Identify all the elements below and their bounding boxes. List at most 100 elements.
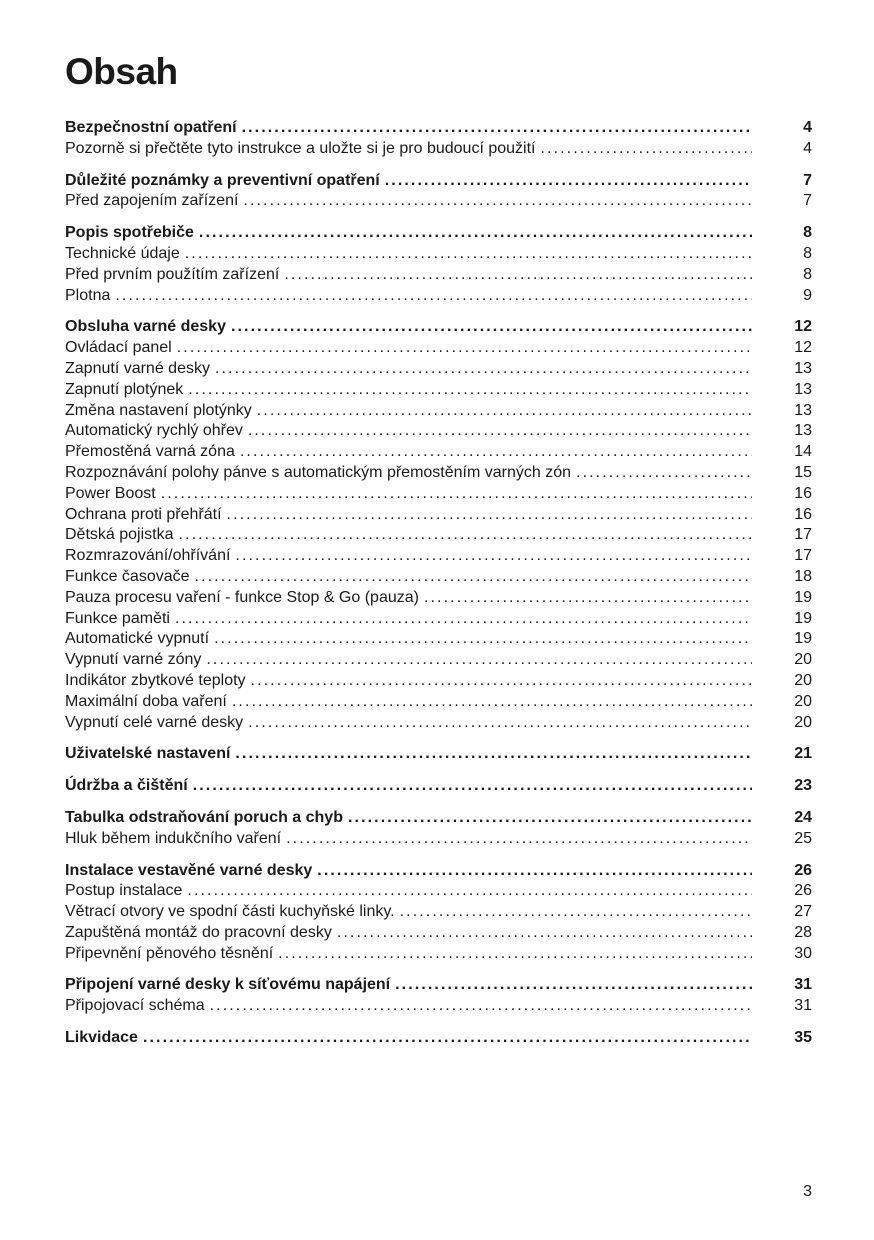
- toc-entry-page-number: 25: [794, 829, 812, 847]
- toc-row: Vypnutí celé varné desky 20: [65, 713, 812, 734]
- toc-entry-label: Vypnutí celé varné desky: [65, 713, 244, 731]
- toc-row: Před zapojením zařízení 7: [65, 191, 812, 212]
- toc-entry-label: Power Boost: [65, 484, 156, 502]
- toc-entry-label: Připevnění pěnového těsnění: [65, 944, 274, 962]
- toc-row: Zapnutí varné desky 13: [65, 359, 812, 380]
- toc-row: Změna nastavení plotýnky 13: [65, 401, 812, 422]
- toc-entry-page-number: 17: [794, 526, 812, 544]
- toc-entry-page-number: 20: [794, 713, 812, 731]
- toc-group: Připojení varné desky k síťovému napájen…: [65, 975, 812, 1017]
- toc-row: Přemostěná varná zóna 14: [65, 442, 812, 463]
- toc-entry-page-number: 17: [794, 547, 812, 565]
- toc-entry-label: Funkce časovače: [65, 567, 190, 585]
- toc-entry-label: Přemostěná varná zóna: [65, 443, 235, 461]
- toc-group: Likvidace 35: [65, 1028, 812, 1049]
- toc-entry-label: Připojení varné desky k síťovému napájen…: [65, 976, 391, 994]
- toc-dot-leader: [195, 567, 752, 588]
- toc-entry-page-number: 8: [803, 224, 812, 242]
- toc-entry-page-number: 21: [794, 745, 812, 763]
- toc-row: Indikátor zbytkové teploty 20: [65, 671, 812, 692]
- toc-entry-label: Plotna: [65, 286, 111, 304]
- toc-dot-leader: [210, 996, 752, 1017]
- toc-dot-leader: [199, 223, 752, 244]
- toc-entry-page-number: 12: [794, 318, 812, 336]
- toc-dot-leader: [161, 484, 752, 505]
- toc-row: Větrací otvory ve spodní části kuchyňské…: [65, 902, 812, 923]
- toc-entry-label: Ovládací panel: [65, 339, 172, 357]
- toc-entry-page-number: 20: [794, 671, 812, 689]
- toc-row: Zapnutí plotýnek 13: [65, 380, 812, 401]
- toc-dot-leader: [251, 671, 752, 692]
- toc-entry-page-number: 7: [803, 171, 812, 189]
- toc-row: Tabulka odstraňování poruch a chyb 24: [65, 808, 812, 829]
- toc-entry-page-number: 18: [794, 567, 812, 585]
- toc-dot-leader: [143, 1028, 752, 1049]
- toc-entry-page-number: 16: [794, 505, 812, 523]
- toc-row: Pauza procesu vaření - funkce Stop & Go …: [65, 588, 812, 609]
- toc-row: Ovládací panel 12: [65, 338, 812, 359]
- toc-entry-label: Pozorně si přečtěte tyto instrukce a ulo…: [65, 139, 536, 157]
- toc-group: Instalace vestavěné varné desky 26 Postu…: [65, 861, 812, 965]
- toc-entry-page-number: 31: [794, 976, 812, 994]
- toc-dot-leader: [214, 629, 752, 650]
- toc-row: Plotna 9: [65, 286, 812, 307]
- toc-entry-label: Pauza procesu vaření - funkce Stop & Go …: [65, 588, 419, 606]
- toc-dot-leader: [187, 881, 752, 902]
- toc-entry-label: Zapuštěná montáž do pracovní desky: [65, 923, 332, 941]
- toc-entry-page-number: 12: [794, 339, 812, 357]
- toc-entry-page-number: 20: [794, 692, 812, 710]
- toc-dot-leader: [188, 380, 752, 401]
- toc-dot-leader: [227, 505, 752, 526]
- toc-entry-label: Funkce paměti: [65, 609, 170, 627]
- toc-dot-leader: [278, 944, 752, 965]
- toc-row: Instalace vestavěné varné desky 26: [65, 861, 812, 882]
- toc-row: Postup instalace 26: [65, 881, 812, 902]
- toc-row: Rozmrazování/ohřívání 17: [65, 546, 812, 567]
- toc-group: Bezpečnostní opatření 4 Pozorně si přečt…: [65, 118, 812, 160]
- toc-group: Obsluha varné desky 12 Ovládací panel 12…: [65, 317, 812, 733]
- toc-group: Popis spotřebiče 8 Technické údaje 8 Pře…: [65, 223, 812, 306]
- toc-row: Údržba a čištění 23: [65, 776, 812, 797]
- toc-row: Dětská pojistka 17: [65, 525, 812, 546]
- toc-dot-leader: [232, 692, 752, 713]
- toc-entry-page-number: 9: [803, 286, 812, 304]
- toc-dot-leader: [424, 588, 752, 609]
- toc-entry-label: Větrací otvory ve spodní části kuchyňské…: [65, 903, 395, 921]
- toc-dot-leader: [395, 975, 752, 996]
- toc-entry-page-number: 26: [794, 861, 812, 879]
- toc-entry-page-number: 13: [794, 380, 812, 398]
- toc-entry-label: Hluk během indukčního vaření: [65, 829, 282, 847]
- toc-dot-leader: [193, 776, 752, 797]
- toc-entry-page-number: 28: [794, 923, 812, 941]
- toc-entry-label: Instalace vestavěné varné desky: [65, 861, 313, 879]
- toc-row: Důležité poznámky a preventivní opatření…: [65, 171, 812, 192]
- toc-dot-leader: [337, 923, 752, 944]
- toc-entry-label: Rozmrazování/ohřívání: [65, 547, 231, 565]
- toc-entry-page-number: 19: [794, 609, 812, 627]
- toc-entry-label: Ochrana proti přehřátí: [65, 505, 222, 523]
- toc-entry-page-number: 8: [803, 244, 812, 262]
- toc-entry-label: Uživatelské nastavení: [65, 745, 231, 763]
- toc-entry-label: Postup instalace: [65, 882, 183, 900]
- toc-row: Maximální doba vaření 20: [65, 692, 812, 713]
- toc-entry-page-number: 31: [794, 997, 812, 1015]
- toc-entry-page-number: 19: [794, 630, 812, 648]
- toc-row: Připojení varné desky k síťovému napájen…: [65, 975, 812, 996]
- toc-dot-leader: [177, 338, 752, 359]
- toc-entry-page-number: 27: [794, 903, 812, 921]
- toc-dot-leader: [540, 139, 752, 160]
- toc-row: Připojovací schéma 31: [65, 996, 812, 1017]
- toc-dot-leader: [235, 546, 752, 567]
- toc-row: Vypnutí varné zóny 20: [65, 650, 812, 671]
- toc-entry-label: Před prvním použítím zařízení: [65, 265, 280, 283]
- toc-group: Uživatelské nastavení 21: [65, 744, 812, 765]
- toc-row: Zapuštěná montáž do pracovní desky 28: [65, 923, 812, 944]
- toc-entry-label: Maximální doba vaření: [65, 692, 227, 710]
- toc-group: Důležité poznámky a preventivní opatření…: [65, 171, 812, 213]
- toc-dot-leader: [179, 525, 753, 546]
- toc-row: Technické údaje 8: [65, 244, 812, 265]
- toc-entry-page-number: 7: [803, 192, 812, 210]
- toc-group: Údržba a čištění 23: [65, 776, 812, 797]
- toc-entry-label: Indikátor zbytkové teploty: [65, 671, 246, 689]
